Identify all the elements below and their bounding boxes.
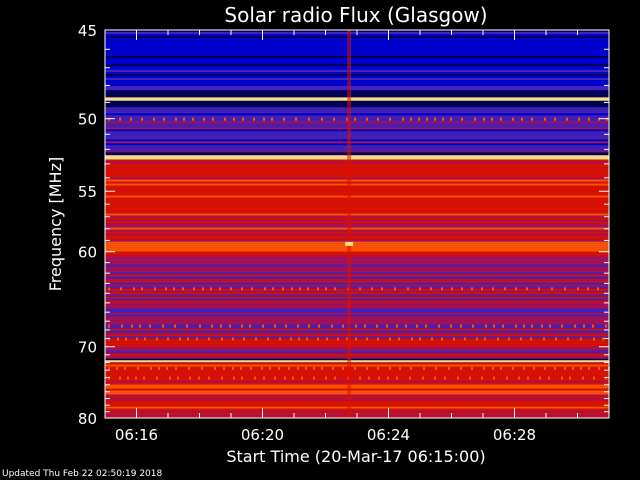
frequency-band xyxy=(105,30,609,91)
updated-timestamp: Updated Thu Feb 22 02:50:19 2018 xyxy=(2,469,163,479)
y-tick-label: 70 xyxy=(78,339,97,357)
frequency-band xyxy=(105,155,609,160)
x-tick-label: 06:16 xyxy=(115,426,158,444)
x-tick-label: 06:20 xyxy=(241,426,284,444)
frequency-band xyxy=(105,262,609,359)
bright-spot xyxy=(345,241,354,246)
x-axis: 06:16 06:20 06:24 06:28 xyxy=(115,30,578,444)
interference-row xyxy=(108,366,610,370)
interference-row xyxy=(108,324,607,328)
y-tick-label: 45 xyxy=(78,22,97,40)
plot-area xyxy=(105,30,610,418)
x-tick-label: 06:24 xyxy=(367,426,410,444)
y-tick-label: 60 xyxy=(78,244,97,262)
frequency-band xyxy=(105,107,609,153)
y-tick-label: 50 xyxy=(78,111,97,129)
frequency-band xyxy=(105,360,609,363)
x-tick-label: 06:28 xyxy=(493,426,536,444)
y-axis-label: Frequency [MHz] xyxy=(46,157,65,291)
y-axis: 45 50 55 60 70 80 xyxy=(78,22,609,428)
frequency-band xyxy=(105,97,609,101)
chart-title: Solar radio Flux (Glasgow) xyxy=(224,3,487,27)
frequency-band xyxy=(105,362,609,418)
interference-row xyxy=(108,287,599,291)
frequency-band xyxy=(105,159,609,263)
interference-row xyxy=(108,337,604,341)
y-tick-label: 55 xyxy=(78,183,97,201)
x-axis-label: Start Time (20-Mar-17 06:15:00) xyxy=(226,447,485,466)
y-tick-label: 80 xyxy=(78,410,97,428)
vertical-streak xyxy=(347,30,352,418)
